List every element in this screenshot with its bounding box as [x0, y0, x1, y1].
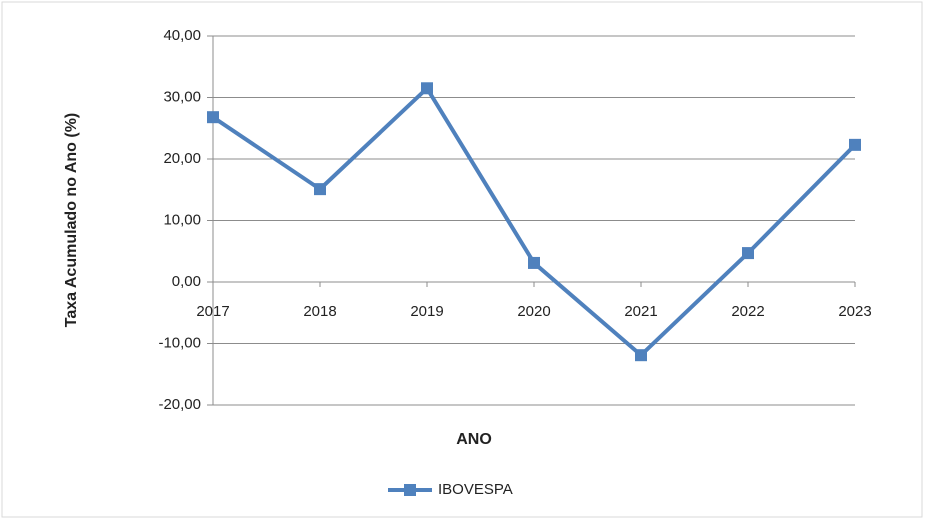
data-point — [207, 111, 219, 124]
x-axis-label: ANO — [456, 431, 492, 448]
y-axis-label: Taxa Acumulado no Ano (%) — [63, 113, 80, 328]
y-tick-label: 10,00 — [163, 211, 201, 228]
data-point — [421, 82, 433, 95]
data-point — [635, 349, 647, 362]
y-tick-label: -20,00 — [158, 396, 201, 413]
x-tick-label: 2020 — [517, 303, 550, 320]
legend-label: IBOVESPA — [438, 481, 513, 498]
y-tick-label: 20,00 — [163, 150, 201, 167]
y-tick-label: -10,00 — [158, 334, 201, 351]
x-tick-label: 2021 — [624, 303, 657, 320]
x-tick-label: 2023 — [838, 303, 871, 320]
data-point — [528, 256, 540, 269]
data-point — [742, 247, 754, 260]
data-point — [314, 183, 326, 196]
legend-marker — [404, 484, 416, 496]
y-tick-label: 0,00 — [172, 273, 201, 290]
y-tick-label: 40,00 — [163, 27, 201, 44]
x-tick-label: 2018 — [303, 303, 336, 320]
y-tick-label: 30,00 — [163, 88, 201, 105]
data-point — [849, 138, 861, 151]
x-tick-label: 2022 — [731, 303, 764, 320]
x-tick-label: 2019 — [410, 303, 443, 320]
x-tick-label: 2017 — [196, 303, 229, 320]
